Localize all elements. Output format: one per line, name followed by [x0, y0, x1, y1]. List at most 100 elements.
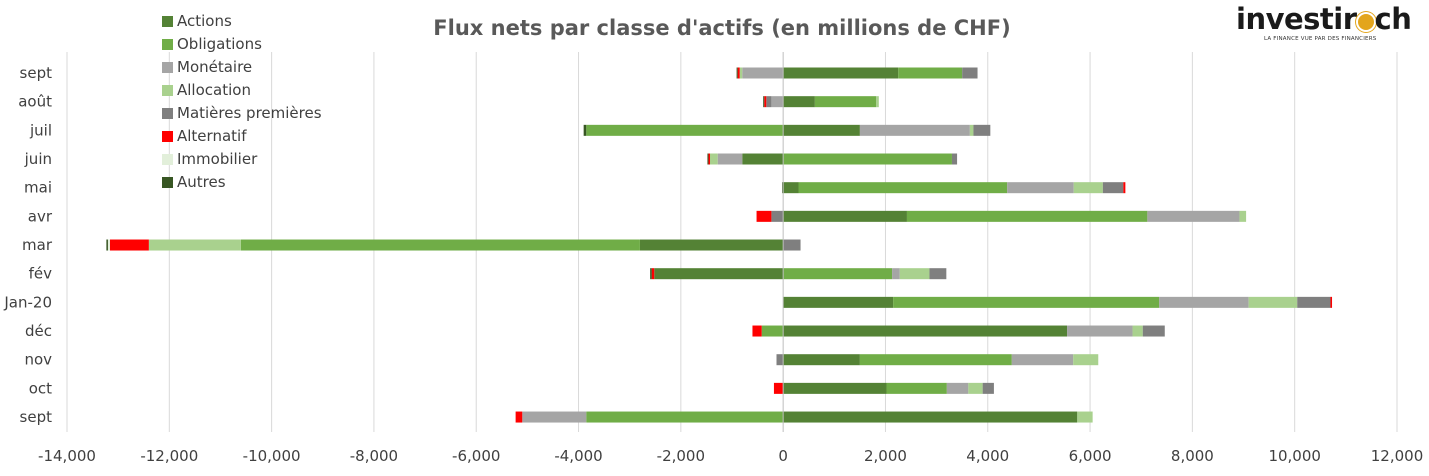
bar-8-3 — [1248, 296, 1298, 308]
category-label: juil — [29, 121, 52, 139]
category-labels: sept août juil juin mai avr mar fév Jan-20 déc nov… — [3, 64, 52, 426]
category-label: avr — [28, 207, 53, 225]
bar-11-5 — [773, 382, 784, 394]
legend-swatch — [162, 108, 173, 119]
x-tick-label: 6,000 — [1069, 447, 1112, 465]
category-label: sept — [20, 64, 53, 82]
x-tick-label: 0 — [778, 447, 788, 465]
bar-7-7 — [650, 268, 652, 280]
bar-2-1 — [586, 124, 784, 136]
bar-3-3 — [710, 153, 718, 165]
bar-4-3 — [1073, 182, 1103, 194]
category-label: déc — [25, 322, 52, 340]
legend-swatch — [162, 131, 173, 142]
bar-2-2 — [859, 124, 970, 136]
bar-3-2 — [717, 153, 743, 165]
x-tick-label: -14,000 — [38, 447, 96, 465]
bar-7-3 — [899, 268, 930, 280]
x-tick-label: -4,000 — [554, 447, 602, 465]
bar-1-2 — [771, 96, 784, 108]
x-tick-label: 4,000 — [966, 447, 1009, 465]
x-tick-label: -10,000 — [243, 447, 301, 465]
bar-10-3 — [1073, 354, 1099, 366]
category-label: nov — [24, 351, 52, 369]
bar-4-2 — [1007, 182, 1074, 194]
bar-8-0 — [783, 296, 894, 308]
bar-6-6 — [107, 239, 110, 251]
x-tick-label: 12,000 — [1371, 447, 1424, 465]
legend-label: Alternatif — [177, 127, 247, 145]
bar-11-3 — [968, 382, 983, 394]
bar-12-3 — [1077, 411, 1093, 423]
x-tick-label: 8,000 — [1171, 447, 1214, 465]
category-label: fév — [29, 265, 53, 283]
bar-7-4 — [929, 268, 947, 280]
bar-8-1 — [893, 296, 1160, 308]
category-label: sept — [20, 408, 53, 426]
bar-10-2 — [1011, 354, 1074, 366]
value-axis-labels: -14,000 -12,000 -10,000 -8,000 -6,000 -4,000 -… — [38, 447, 1423, 465]
bar-0-3 — [739, 67, 743, 79]
bar-1-3 — [876, 96, 879, 108]
x-tick-label: 2,000 — [864, 447, 907, 465]
bar-5-5 — [756, 210, 772, 222]
legend-label: Matières premières — [177, 104, 322, 122]
category-label: mai — [24, 179, 52, 197]
bar-6-7 — [106, 239, 108, 251]
legend-label: Monétaire — [177, 58, 252, 76]
category-label: mar — [22, 236, 53, 254]
bar-12-2 — [522, 411, 587, 423]
bar-9-2 — [1067, 325, 1133, 337]
bar-12-0 — [783, 411, 1078, 423]
bar-5-4 — [771, 210, 784, 222]
bar-2-4 — [973, 124, 991, 136]
bar-11-4 — [982, 382, 994, 394]
bar-8-5 — [1330, 296, 1333, 308]
logo-wordmark: investir ch — [1236, 2, 1416, 36]
category-label: Jan-20 — [3, 293, 52, 311]
bar-9-4 — [1142, 325, 1165, 337]
bar-3-0 — [742, 153, 784, 165]
legend-swatch — [162, 85, 173, 96]
bar-0-0 — [783, 67, 899, 79]
bar-4-5 — [1123, 182, 1126, 194]
bar-9-3 — [1132, 325, 1143, 337]
bar-1-4 — [766, 96, 772, 108]
bar-4-1 — [798, 182, 1008, 194]
bar-9-1 — [761, 325, 784, 337]
bar-7-1 — [783, 268, 893, 280]
bar-1-0 — [783, 96, 815, 108]
x-tick-label: -8,000 — [350, 447, 398, 465]
bar-1-7 — [763, 96, 765, 108]
legend: Actions Obligations Monétaire Allocation Mat… — [162, 12, 322, 191]
bar-2-7 — [583, 124, 587, 136]
bar-6-5 — [109, 239, 149, 251]
logo-tagline: LA FINANCE VUE PAR DES FINANCIERS — [1264, 36, 1377, 42]
bar-0-1 — [898, 67, 963, 79]
bars — [106, 67, 1333, 423]
bar-0-4 — [962, 67, 978, 79]
category-label: juin — [24, 150, 52, 168]
logo-text-right: ch — [1374, 2, 1412, 36]
bar-9-5 — [752, 325, 762, 337]
investir-logo: investir ch LA FINANCE VUE PAR DES FINANC… — [1236, 2, 1416, 46]
bar-6-4 — [783, 239, 801, 251]
bar-3-1 — [783, 153, 952, 165]
logo-text-left: investir — [1236, 2, 1357, 36]
legend-swatch — [162, 39, 173, 50]
x-tick-label: 10,000 — [1268, 447, 1321, 465]
bar-3-7 — [707, 153, 709, 165]
bar-9-0 — [783, 325, 1068, 337]
bar-10-1 — [859, 354, 1012, 366]
bar-10-0 — [783, 354, 860, 366]
bar-6-3 — [148, 239, 241, 251]
category-label: août — [18, 93, 52, 111]
legend-label: Immobilier — [177, 150, 258, 168]
bar-5-0 — [783, 210, 907, 222]
legend-label: Autres — [177, 173, 226, 191]
bar-3-5 — [708, 153, 711, 165]
bar-0-7 — [736, 67, 738, 79]
legend-swatch — [162, 154, 173, 165]
bar-5-3 — [1239, 210, 1247, 222]
